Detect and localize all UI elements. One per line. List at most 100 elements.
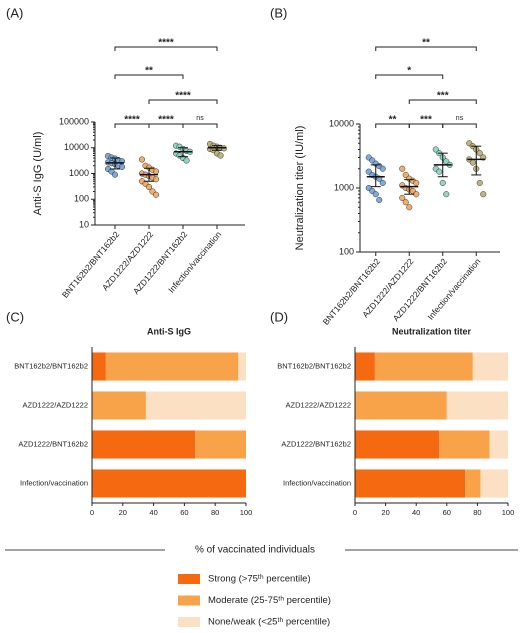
data-point — [399, 165, 406, 172]
panel-label: (B) — [270, 5, 287, 20]
x-tick-label: 0 — [353, 508, 357, 517]
y-tick-label: 1000 — [334, 182, 354, 192]
bar-segment — [92, 352, 106, 381]
significance-bracket — [182, 123, 218, 128]
data-point — [469, 159, 476, 166]
panel-label: (D) — [270, 309, 288, 324]
legend-swatch — [178, 595, 200, 606]
x-tick-label: 40 — [149, 508, 157, 517]
significance-label: ns — [196, 115, 204, 122]
x-tick-label: BNT162b2/BNT162b2 — [60, 229, 122, 300]
data-point — [376, 196, 383, 204]
data-point — [413, 191, 420, 198]
y-tick-label: 100 — [339, 246, 354, 256]
panel-label: (A) — [6, 5, 23, 20]
y-axis-label: Anti-S IgG (U/ml) — [32, 132, 44, 216]
data-point — [406, 204, 413, 211]
chart-title: Anti-S IgG — [147, 326, 191, 336]
data-point — [372, 191, 379, 198]
significance-label: * — [407, 66, 411, 77]
x-axis-label: % of vaccinated individuals — [195, 545, 315, 556]
legend-swatch — [178, 617, 200, 627]
x-tick-label: 100 — [240, 508, 253, 517]
bar-segment — [465, 469, 481, 498]
significance-label: **** — [124, 115, 140, 126]
significance-label: ** — [422, 38, 430, 49]
data-point — [443, 191, 450, 198]
bar-segment — [472, 352, 508, 381]
data-point — [217, 152, 224, 159]
significance-label: ns — [456, 115, 464, 122]
category-label: Infection/vaccination — [283, 478, 351, 487]
bar-segment — [92, 469, 246, 498]
category-label: BNT162b2/BNT162b2 — [277, 361, 351, 370]
data-point — [138, 156, 146, 163]
y-tick-label: 10000 — [64, 142, 89, 152]
data-point — [379, 165, 386, 172]
bar-segment — [446, 391, 508, 420]
bar-segment — [355, 391, 447, 420]
data-point — [399, 194, 406, 201]
data-point — [145, 183, 153, 191]
data-point — [111, 171, 119, 178]
data-point — [152, 191, 160, 198]
category-label: AZD1222/BNT162b2 — [281, 439, 351, 448]
legend-label: None/weak (<25ᵗʰ percentile) — [208, 617, 330, 628]
data-point — [476, 150, 483, 157]
bar-segment — [145, 391, 246, 420]
data-point — [379, 179, 386, 186]
y-tick-label: 10000 — [329, 118, 354, 128]
category-label: AZD1222/AZD1222 — [286, 400, 351, 409]
x-tick-label: 20 — [381, 508, 389, 517]
data-point — [436, 168, 443, 175]
data-point — [118, 163, 126, 170]
bar-segment — [195, 430, 246, 459]
significance-bracket — [408, 99, 477, 104]
x-tick-label: 40 — [412, 508, 420, 517]
bar-segment — [355, 352, 375, 381]
bar-segment — [105, 352, 239, 381]
y-axis-label: Neutralization titer (IU/ml) — [294, 126, 306, 251]
chart-title: Neutralization titer — [392, 326, 472, 336]
x-tick-label: 0 — [90, 508, 94, 517]
data-point — [183, 157, 190, 164]
legend-swatch — [178, 574, 200, 584]
significance-label: *** — [420, 115, 432, 126]
x-tick-label: 20 — [119, 508, 127, 517]
significance-bracket — [114, 46, 218, 51]
panel-label: (C) — [6, 309, 24, 324]
bar-segment — [355, 469, 466, 498]
bar-segment — [92, 391, 146, 420]
category-label: Infection/vaccination — [20, 478, 88, 487]
data-point — [152, 176, 160, 183]
data-point — [432, 146, 439, 153]
significance-bracket — [375, 74, 444, 79]
bar-segment — [238, 352, 246, 381]
significance-bracket — [442, 123, 477, 128]
x-tick-label: 100 — [502, 508, 515, 517]
bar-segment — [374, 352, 473, 381]
significance-bracket — [148, 99, 218, 104]
x-tick-label: 80 — [473, 508, 481, 517]
y-tick-label: 1000 — [69, 168, 89, 178]
data-point — [476, 179, 483, 186]
category-label: BNT162b2/BNT162b2 — [14, 361, 88, 370]
significance-label: **** — [158, 115, 174, 126]
data-point — [439, 179, 446, 186]
significance-label: **** — [175, 91, 191, 102]
significance-label: ** — [389, 115, 397, 126]
bar-segment — [355, 430, 440, 459]
category-label: AZD1222/AZD1222 — [23, 400, 88, 409]
bar-segment — [439, 430, 490, 459]
legend-label: Moderate (25-75ᵗʰ percentile) — [208, 595, 331, 606]
data-point — [402, 199, 409, 206]
x-tick-label: BNT162b2/BNT162b2 — [321, 256, 383, 327]
data-point — [413, 179, 420, 186]
x-tick-label: 60 — [443, 508, 451, 517]
data-point — [402, 171, 409, 178]
x-tick-label: 80 — [211, 508, 219, 517]
y-tick-label: 100 — [74, 194, 89, 204]
x-tick-label: 60 — [180, 508, 188, 517]
significance-label: **** — [158, 38, 174, 49]
significance-bracket — [375, 46, 477, 51]
